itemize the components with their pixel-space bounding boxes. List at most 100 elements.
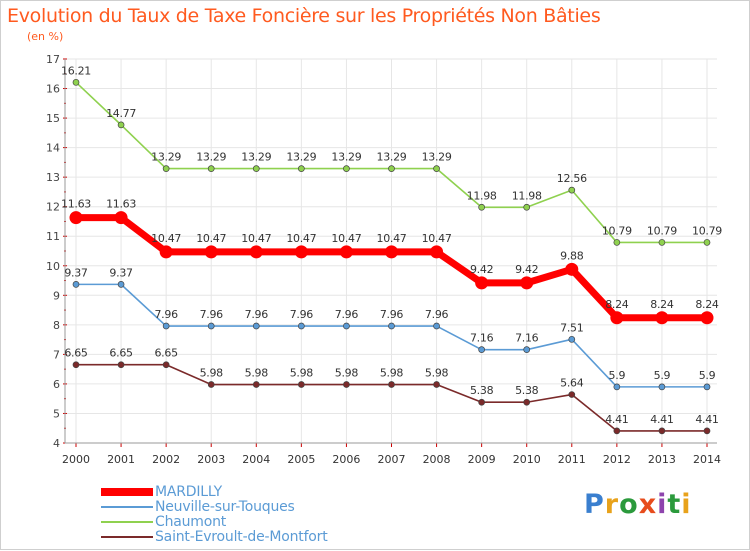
data-point (478, 203, 485, 211)
logo-letter: o (619, 489, 639, 520)
x-tick-label: 2009 (468, 453, 496, 466)
x-tick-label: 2001 (107, 453, 135, 466)
data-point (523, 203, 531, 211)
data-label: 10.47 (196, 232, 226, 245)
data-label: 10.47 (151, 232, 181, 245)
x-tick-label: 2005 (287, 453, 315, 466)
y-tick-label: 7 (53, 348, 60, 361)
data-label: 11.63 (61, 198, 91, 211)
data-point (703, 239, 711, 246)
data-label: 9.42 (515, 263, 538, 276)
y-tick-label: 15 (46, 112, 60, 125)
data-point (249, 245, 263, 259)
data-label: 6.65 (154, 347, 178, 360)
data-label: 7.96 (200, 308, 224, 321)
data-point (520, 276, 534, 290)
data-point (613, 383, 621, 391)
data-label: 13.29 (241, 151, 271, 164)
data-label: 13.29 (377, 151, 407, 164)
data-label: 10.47 (286, 232, 316, 245)
data-point (298, 381, 305, 388)
x-tick-label: 2006 (332, 453, 360, 466)
y-tick-label: 10 (46, 260, 60, 273)
data-label: 6.65 (109, 347, 133, 360)
y-tick-label: 17 (46, 53, 60, 66)
data-point (475, 276, 489, 290)
x-tick-label: 2014 (693, 453, 721, 466)
y-tick-label: 11 (46, 230, 60, 243)
x-tick-label: 2011 (558, 453, 586, 466)
data-label: 7.16 (470, 332, 494, 345)
data-point (339, 245, 353, 259)
data-point (162, 165, 170, 172)
data-label: 5.98 (290, 367, 314, 380)
legend-swatch (101, 487, 153, 496)
data-point (613, 239, 621, 246)
legend-swatch (101, 520, 153, 523)
data-label: 10.47 (241, 232, 271, 245)
data-point (298, 322, 305, 330)
data-label: 7.96 (245, 308, 269, 321)
data-label: 5.9 (654, 369, 671, 382)
data-point (162, 361, 170, 369)
data-label: 9.37 (109, 266, 133, 279)
data-point (703, 383, 711, 391)
data-point (700, 311, 714, 325)
proxiti-logo: Proxiti (584, 489, 692, 520)
data-point (252, 381, 260, 388)
data-point (433, 381, 440, 388)
data-label: 5.38 (515, 384, 539, 397)
data-label: 13.29 (286, 151, 316, 164)
data-label: 10.79 (647, 224, 677, 237)
data-point (207, 322, 215, 330)
data-label: 7.51 (560, 321, 583, 334)
data-label: 11.63 (106, 198, 136, 211)
data-label: 5.9 (609, 369, 626, 382)
data-point (343, 165, 350, 172)
data-point (388, 165, 395, 172)
legend-label: Neuville-sur-Touques (155, 498, 295, 515)
data-label: 8.24 (695, 298, 719, 311)
data-point (613, 427, 621, 435)
y-tick-label: 4 (53, 437, 60, 450)
y-tick-label: 13 (46, 171, 60, 184)
logo-letter: i (657, 489, 668, 520)
y-tick-label: 12 (46, 201, 60, 214)
data-label: 9.42 (470, 263, 493, 276)
data-label: 5.98 (245, 367, 269, 380)
data-label: 16.21 (61, 64, 91, 77)
data-point (703, 427, 711, 435)
x-tick-label: 2004 (242, 453, 270, 466)
data-label: 13.29 (151, 151, 181, 164)
data-point (207, 165, 215, 172)
data-point (343, 322, 350, 330)
legend-swatch (101, 535, 153, 538)
data-point (433, 165, 440, 172)
data-label: 10.79 (602, 224, 632, 237)
data-point (72, 361, 80, 369)
x-tick-label: 2008 (423, 453, 451, 466)
data-point (343, 381, 350, 388)
data-point (478, 398, 485, 406)
y-tick-label: 14 (46, 142, 60, 155)
data-point (610, 311, 624, 325)
data-point (565, 262, 579, 276)
data-label: 6.65 (64, 347, 88, 360)
data-point (204, 245, 218, 259)
data-label: 9.37 (64, 266, 88, 279)
data-label: 5.98 (335, 367, 359, 380)
legend-item: MARDILLY (101, 483, 328, 500)
data-point (388, 322, 395, 330)
data-point (69, 211, 83, 225)
data-point (478, 346, 485, 354)
data-point (433, 322, 440, 330)
y-tick-label: 9 (53, 289, 60, 302)
x-tick-label: 2013 (648, 453, 676, 466)
data-point (117, 361, 125, 369)
data-point (117, 281, 125, 288)
legend-label: Saint-Evroult-de-Montfort (155, 528, 328, 545)
data-point (658, 383, 666, 391)
legend-label: MARDILLY (155, 483, 222, 500)
data-label: 10.47 (331, 232, 361, 245)
